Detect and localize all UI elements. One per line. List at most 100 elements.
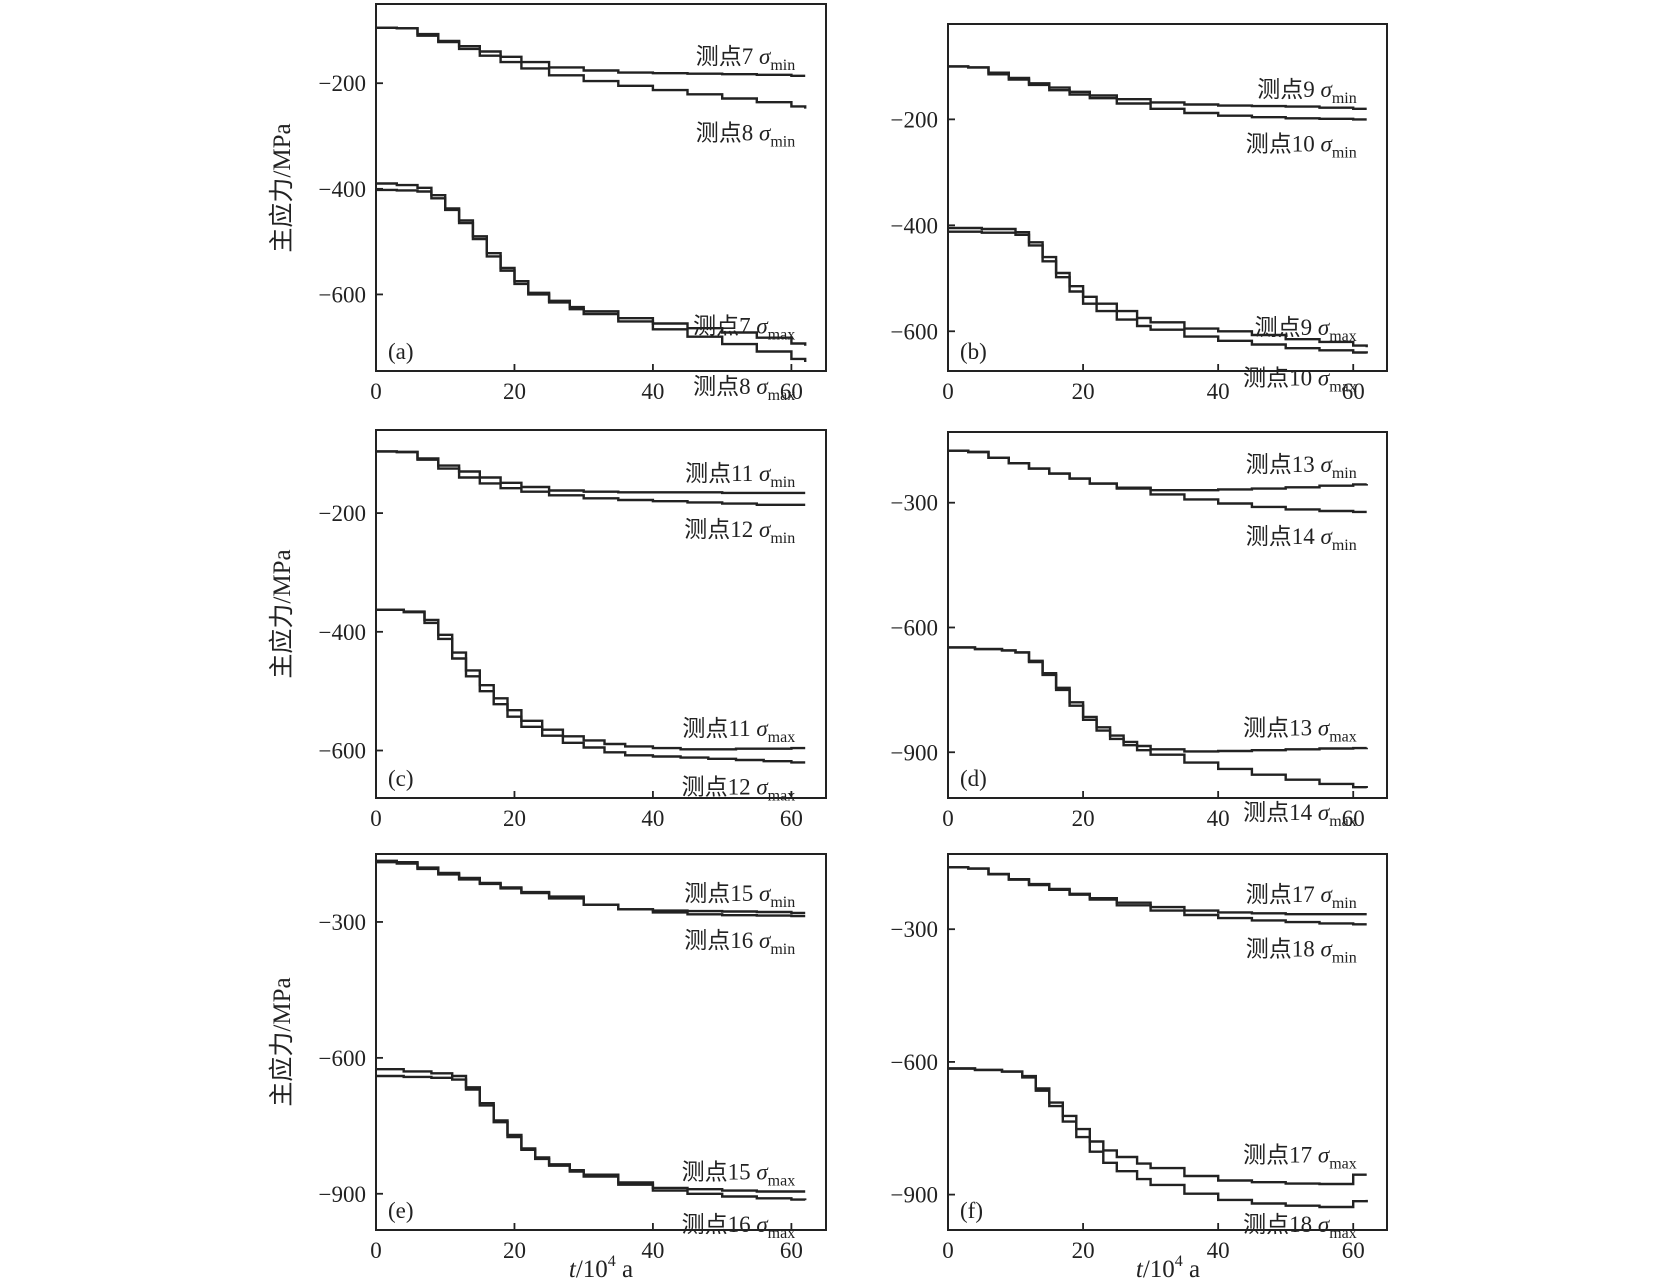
x-tick-label: 40 — [1207, 806, 1230, 831]
series-line — [376, 861, 806, 918]
x-tick-label: 0 — [942, 379, 954, 404]
panel-tag: (a) — [388, 339, 414, 364]
series-point-name: 测点14 — [1246, 524, 1321, 549]
series-symbol: σ — [1321, 452, 1334, 477]
series-subscript: max — [768, 387, 796, 404]
series-subscript: min — [770, 134, 795, 151]
series-point-name: 测点15 — [684, 881, 759, 906]
x-tick-label: 0 — [942, 806, 954, 831]
series-subscript: max — [768, 1172, 796, 1189]
series-label: 测点7 σmax — [693, 314, 795, 344]
series-point-name: 测点15 — [682, 1159, 757, 1184]
series-line — [948, 866, 1367, 926]
series-symbol: σ — [1318, 1212, 1331, 1237]
series-point-name: 测点14 — [1243, 800, 1318, 825]
series-subscript: min — [1332, 537, 1357, 554]
x-axis-base: /10 — [576, 1256, 608, 1283]
x-tick-label: 40 — [641, 806, 664, 831]
series-subscript: max — [768, 1225, 796, 1242]
series-subscript: max — [1329, 813, 1357, 830]
series-label: 测点10 σmin — [1246, 131, 1357, 161]
x-tick-label: 20 — [1072, 379, 1095, 404]
series-subscript: max — [768, 787, 796, 804]
x-tick-label: 20 — [503, 379, 526, 404]
x-tick-label: 20 — [1072, 806, 1095, 831]
series-point-name: 测点16 — [682, 1212, 757, 1237]
x-tick-label: 60 — [780, 1238, 803, 1263]
series-label: 测点15 σmax — [682, 1159, 796, 1189]
y-tick-label: −600 — [891, 615, 938, 640]
series-point-name: 测点11 — [685, 461, 759, 486]
series-label: 测点14 σmax — [1243, 800, 1357, 830]
series-symbol: σ — [759, 461, 772, 486]
x-axis-unit: a — [616, 1256, 633, 1283]
series-symbol: σ — [756, 774, 769, 799]
series-symbol: σ — [1321, 882, 1334, 907]
series-subscript: min — [770, 57, 795, 74]
panel-tag: (d) — [960, 766, 987, 791]
plot-frame — [375, 3, 827, 372]
x-axis-exponent: 4 — [608, 1253, 616, 1270]
x-axis-title: t/104 a — [569, 1253, 633, 1283]
series-point-name: 测点7 — [693, 314, 756, 339]
x-axis-unit: a — [1183, 1256, 1200, 1283]
series-symbol: σ — [759, 44, 772, 69]
series-label: 测点10 σmax — [1243, 366, 1357, 396]
series-line — [948, 230, 1368, 354]
x-tick-label: 40 — [641, 379, 664, 404]
y-tick-label: −900 — [319, 1182, 366, 1207]
plot-frame — [375, 429, 827, 799]
x-axis-title: t/104 a — [1136, 1253, 1200, 1283]
x-tick-label: 20 — [503, 806, 526, 831]
series-label: 测点18 σmax — [1243, 1212, 1357, 1242]
y-tick-label: −300 — [891, 491, 938, 516]
series-subscript: min — [770, 894, 795, 911]
x-tick-label: 20 — [503, 1238, 526, 1263]
series-subscript: max — [1329, 729, 1357, 746]
series-symbol: σ — [756, 1212, 769, 1237]
x-tick-label: 60 — [1342, 1238, 1365, 1263]
panel-tag: (e) — [388, 1198, 414, 1223]
y-tick-label: −200 — [319, 501, 366, 526]
series-subscript: max — [768, 327, 796, 344]
series-subscript: min — [770, 474, 795, 491]
panel-tag: (b) — [960, 339, 987, 364]
series-point-name: 测点12 — [682, 774, 757, 799]
series-point-name: 测点17 — [1243, 1143, 1318, 1168]
series-point-name: 测点12 — [684, 517, 759, 542]
series-line — [376, 188, 807, 362]
series-symbol: σ — [756, 716, 769, 741]
series-label: 测点8 σmin — [696, 121, 795, 151]
series-label: 测点7 σmin — [696, 44, 795, 74]
y-tick-label: −600 — [891, 319, 938, 344]
series-subscript: max — [768, 729, 796, 746]
series-subscript: min — [770, 941, 795, 958]
series-symbol: σ — [1321, 77, 1334, 102]
series-subscript: min — [1332, 895, 1357, 912]
series-line — [948, 65, 1367, 121]
series-line — [948, 1067, 1367, 1186]
series-subscript: max — [1329, 379, 1357, 396]
x-axis-var: t — [569, 1256, 577, 1283]
series-label: 测点12 σmax — [682, 774, 796, 804]
series-symbol: σ — [759, 517, 772, 542]
x-tick-label: 20 — [1072, 1238, 1095, 1263]
y-tick-label: −200 — [891, 107, 938, 132]
series-label: 测点12 σmin — [684, 517, 795, 547]
y-tick-label: −400 — [319, 620, 366, 645]
series-label: 测点13 σmax — [1243, 716, 1357, 746]
series-line — [376, 1074, 807, 1201]
series-symbol: σ — [1321, 936, 1334, 961]
x-tick-label: 40 — [1207, 1238, 1230, 1263]
series-label: 测点18 σmin — [1246, 936, 1357, 966]
x-tick-label: 40 — [1207, 379, 1230, 404]
series-subscript: max — [1329, 1156, 1357, 1173]
y-axis-title: 主应力/MPa — [268, 977, 296, 1106]
series-line — [376, 26, 807, 109]
series-point-name: 测点13 — [1246, 452, 1321, 477]
